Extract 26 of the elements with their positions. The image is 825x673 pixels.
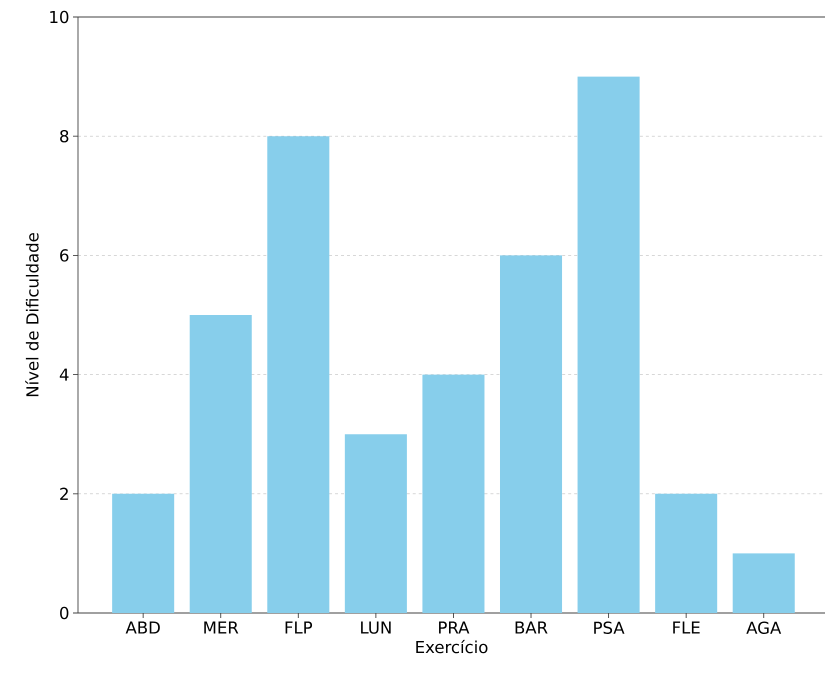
x-tick-label: ABD: [126, 622, 160, 634]
bar: [344, 434, 407, 613]
y-tick-label: 4: [60, 368, 69, 381]
y-axis-title: Nível de Dificuldade: [25, 233, 39, 396]
bar: [267, 136, 330, 613]
x-axis-title: Exercício: [416, 640, 488, 654]
x-tick-label: MER: [204, 622, 238, 634]
bar: [112, 494, 174, 613]
y-tick-label: 0: [60, 606, 68, 620]
x-tick-label: BAR: [516, 622, 548, 634]
bar: [732, 553, 795, 613]
x-tick-label: PRA: [439, 622, 470, 634]
y-tick-label: 2: [60, 488, 68, 500]
bar: [500, 255, 562, 613]
y-tick-label: 6: [60, 249, 68, 262]
x-tick-label: AGA: [746, 622, 782, 634]
bar: [578, 76, 640, 613]
x-tick-label: LUN: [361, 622, 391, 634]
x-tick-label: FLE: [673, 622, 700, 634]
x-tick-label: FLP: [286, 622, 312, 634]
bar: [422, 374, 484, 613]
bar: [190, 314, 252, 613]
bar: [655, 494, 718, 613]
y-tick-label: 8: [60, 130, 68, 142]
y-tick-label: 10: [50, 10, 68, 24]
x-tick-label: PSA: [594, 622, 624, 634]
